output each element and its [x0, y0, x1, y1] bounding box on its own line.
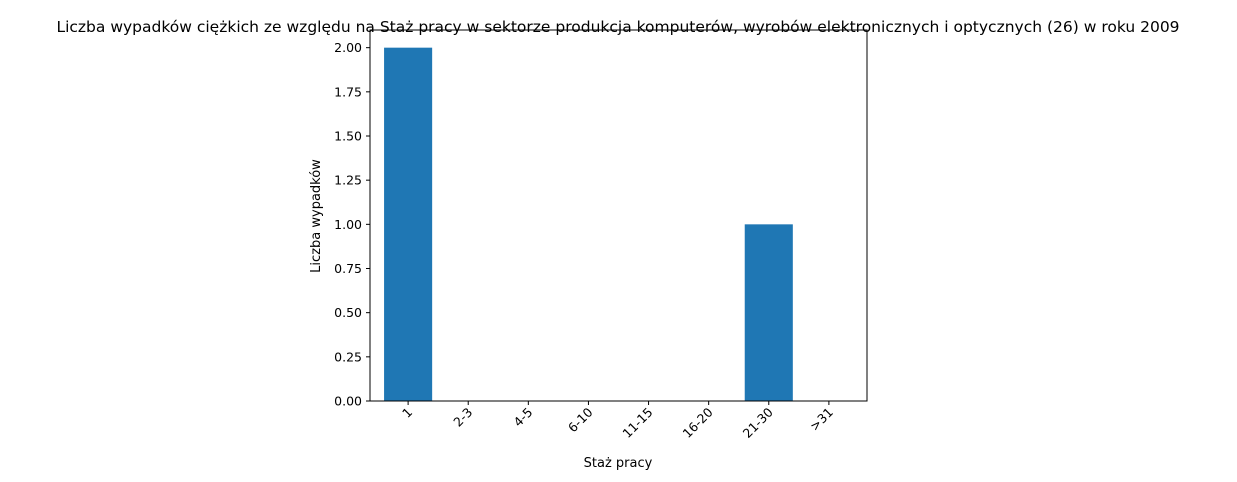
x-tick-label: 11-15 — [619, 405, 655, 441]
y-tick-label: 1.75 — [334, 84, 362, 99]
x-tick-label: 21-30 — [740, 404, 776, 440]
x-axis-label: Staż pracy — [584, 456, 653, 471]
y-tick-label: 0.25 — [334, 349, 362, 364]
x-tick-label: 6-10 — [565, 404, 596, 435]
y-axis-label: Liczba wypadków — [309, 159, 324, 273]
y-tick-label: 0.00 — [334, 394, 362, 409]
y-tick-label: 1.50 — [334, 129, 362, 144]
plot-area: 0.00 0.25 0.50 0.75 1.00 1.25 1.50 1.75 2.00 1 2-3… — [334, 40, 836, 441]
chart-title: Liczba wypadków ciężkich ze względu na S… — [56, 18, 1179, 36]
x-tick-label: >31 — [807, 405, 836, 434]
x-tick-label: 1 — [399, 405, 415, 421]
plot-frame — [369, 29, 868, 402]
bar-21-30 — [744, 224, 793, 401]
y-tick-label: 0.50 — [334, 305, 362, 320]
x-tick-label: 16-20 — [679, 404, 715, 440]
x-tick-label: 2-3 — [450, 405, 475, 430]
bar-1 — [384, 47, 433, 402]
y-tick-label: 0.75 — [334, 261, 362, 276]
x-tick-label: 4-5 — [510, 405, 535, 430]
y-tick-label: 1.00 — [334, 217, 362, 232]
y-tick-label: 2.00 — [334, 40, 362, 55]
y-tick-label: 1.25 — [334, 173, 362, 188]
